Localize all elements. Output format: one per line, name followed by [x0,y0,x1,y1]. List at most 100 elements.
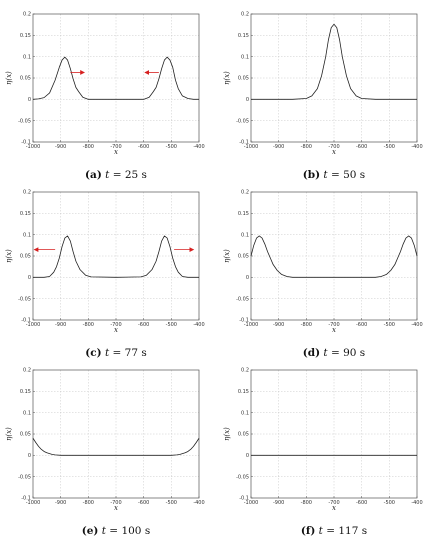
x-axis-label: x [332,504,336,512]
series-line-1 [32,438,200,456]
y-tick-label: 0.2 [241,12,249,18]
caption-variable: t [323,347,328,359]
x-tick-label: -500 [166,144,177,150]
x-tick-label: -1000 [26,144,41,150]
caption-variable: t [323,169,328,181]
x-tick-label: -600 [138,322,149,328]
y-axis-label: η(x) [5,71,13,85]
caption-variable: t [105,347,110,359]
x-tick-label: -600 [138,144,149,150]
x-tick-label: -800 [83,500,94,506]
y-tick-label: 0.15 [20,33,31,39]
plot-frame [32,191,200,321]
x-tick-label: -900 [55,322,66,328]
x-tick-label: -800 [83,322,94,328]
x-tick-label: -500 [166,500,177,506]
y-tick-label: -0.1 [21,318,31,324]
y-tick-label: 0.15 [20,211,31,217]
chart-panel-1: -1000 -900 -800 -700 -600 -500 -400 -0.1 -0.05 0 0… [5,12,205,181]
plot-frame [32,13,200,143]
series-line-1 [251,23,417,100]
y-tick-label: 0.2 [241,190,249,196]
y-tick-label: 0.2 [23,190,31,196]
x-tick-label: -500 [166,322,177,328]
series-line-1 [32,56,199,100]
caption-variable: t [105,169,110,181]
caption-time: = 77 s [109,347,147,359]
y-tick-label: 0.05 [238,76,249,82]
x-tick-label: -400 [411,144,422,150]
panel-caption: (e) t = 100 s [82,525,150,537]
y-tick-label: -0.05 [236,474,249,480]
y-axis-label: η(x) [223,427,231,441]
x-tick-label: -400 [193,322,204,328]
y-tick-label: 0.15 [238,211,249,217]
x-tick-label: -500 [384,322,395,328]
y-tick-label: 0 [246,97,249,103]
y-axis-label: η(x) [5,249,13,263]
x-tick-label: -700 [110,500,121,506]
chart-panel-3: -1000 -900 -800 -700 -600 -500 -400 -0.1 -0.05 0 0… [5,190,205,359]
x-tick-label: -1000 [244,500,259,506]
y-tick-label: 0.15 [238,389,249,395]
y-axis-label: η(x) [223,249,231,263]
x-tick-label: -600 [138,500,149,506]
x-tick-label: -1000 [244,144,259,150]
y-tick-label: 0.05 [20,76,31,82]
x-tick-label: -800 [301,322,312,328]
y-tick-label: 0.15 [238,33,249,39]
y-tick-label: -0.1 [21,140,31,146]
caption-variable: t [102,525,107,537]
y-tick-label: -0.05 [236,118,249,124]
plot-frame [32,369,200,499]
y-tick-label: 0 [28,97,31,103]
x-axis-label: x [114,148,118,156]
x-axis-label: x [332,326,336,334]
plot-frame [250,13,418,143]
y-tick-label: 0.1 [241,410,249,416]
panel-caption: (d) t = 90 s [303,347,365,359]
chart-panel-5: -1000 -900 -800 -700 -600 -500 -400 -0.1 -0.05 0 0… [5,368,205,537]
y-tick-label: 0.05 [20,254,31,260]
y-axis-label: η(x) [5,427,13,441]
panel-caption: (a) t = 25 s [85,169,147,181]
y-tick-label: 0.05 [20,432,31,438]
chart-panel-4: -1000 -900 -800 -700 -600 -500 -400 -0.1 -0.05 0 0… [223,190,423,359]
x-tick-label: -900 [55,500,66,506]
series-line-1 [33,235,199,278]
x-tick-label: -800 [83,144,94,150]
x-tick-label: -700 [110,144,121,150]
y-axis-label: η(x) [223,71,231,85]
y-tick-label: 0.05 [238,254,249,260]
y-tick-label: 0.1 [23,410,31,416]
x-axis-label: x [114,326,118,334]
caption-letter: (c) [85,347,101,359]
y-tick-label: 0.1 [241,54,249,60]
x-tick-label: -700 [328,500,339,506]
y-tick-label: -0.05 [18,118,31,124]
y-tick-label: -0.1 [239,318,249,324]
plot-frame [250,369,418,499]
caption-letter: (a) [85,169,102,181]
y-tick-label: 0.2 [23,368,31,374]
x-axis-label: x [114,504,118,512]
series-line-1 [250,235,418,278]
x-tick-label: -700 [328,144,339,150]
x-tick-label: -500 [384,144,395,150]
y-tick-label: -0.05 [236,296,249,302]
x-tick-label: -1000 [244,322,259,328]
y-tick-label: 0.2 [23,12,31,18]
x-tick-label: -1000 [26,500,41,506]
x-tick-label: -900 [55,144,66,150]
x-tick-label: -700 [328,322,339,328]
caption-time: = 90 s [328,347,366,359]
x-tick-label: -1000 [26,322,41,328]
y-tick-label: -0.1 [239,140,249,146]
x-tick-label: -700 [110,322,121,328]
y-tick-label: -0.05 [18,296,31,302]
y-tick-label: 0 [246,453,249,459]
caption-time: = 117 s [323,525,367,537]
x-tick-label: -900 [273,500,284,506]
y-tick-label: 0 [28,453,31,459]
